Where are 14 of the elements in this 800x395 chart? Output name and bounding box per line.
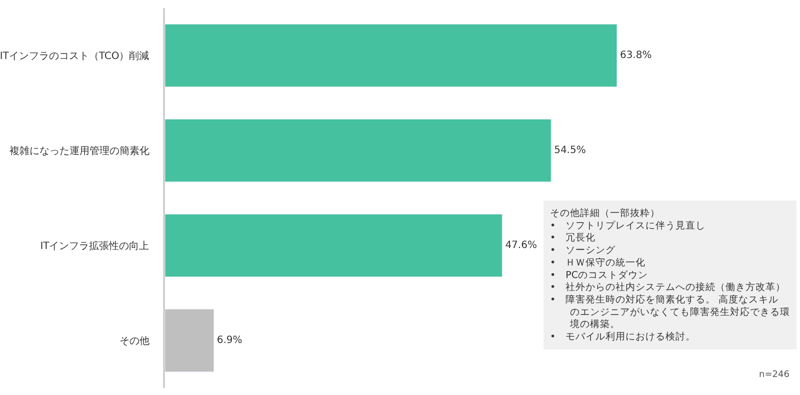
data-label: 54.5%: [554, 145, 586, 156]
y-tick-label: その他: [119, 335, 150, 347]
text: n=246: [759, 370, 790, 380]
text: その他詳細（一部抜粋） • ソフトリプレイスに伴う見直し • 冗長化 • ソーシング • ＨＷ保守の統一化 • PCのコストダウン • 社外からの社内システムへの接続（働き方改革） • 障害発生時の対応を簡素化する。 高度なスキルのエンジニアがいなくても障害発生対応できる環境の構築。 • モバイル利用における検討。: [550, 208, 790, 342]
y-tick-label: 複雑になった運用管理の簡素化: [9, 145, 150, 157]
bar: [165, 24, 618, 88]
bar: [165, 214, 502, 278]
data-label: 6.9%: [216, 335, 242, 346]
y-tick-label: ITインフラのコスト（TCO）削減: [0, 50, 150, 62]
bar: [165, 308, 214, 372]
data-label: 63.8%: [620, 50, 652, 61]
bar: [165, 118, 552, 182]
data-label: 47.6%: [505, 240, 537, 251]
y-tick-label: ITインフラ拡張性の向上: [40, 240, 150, 252]
